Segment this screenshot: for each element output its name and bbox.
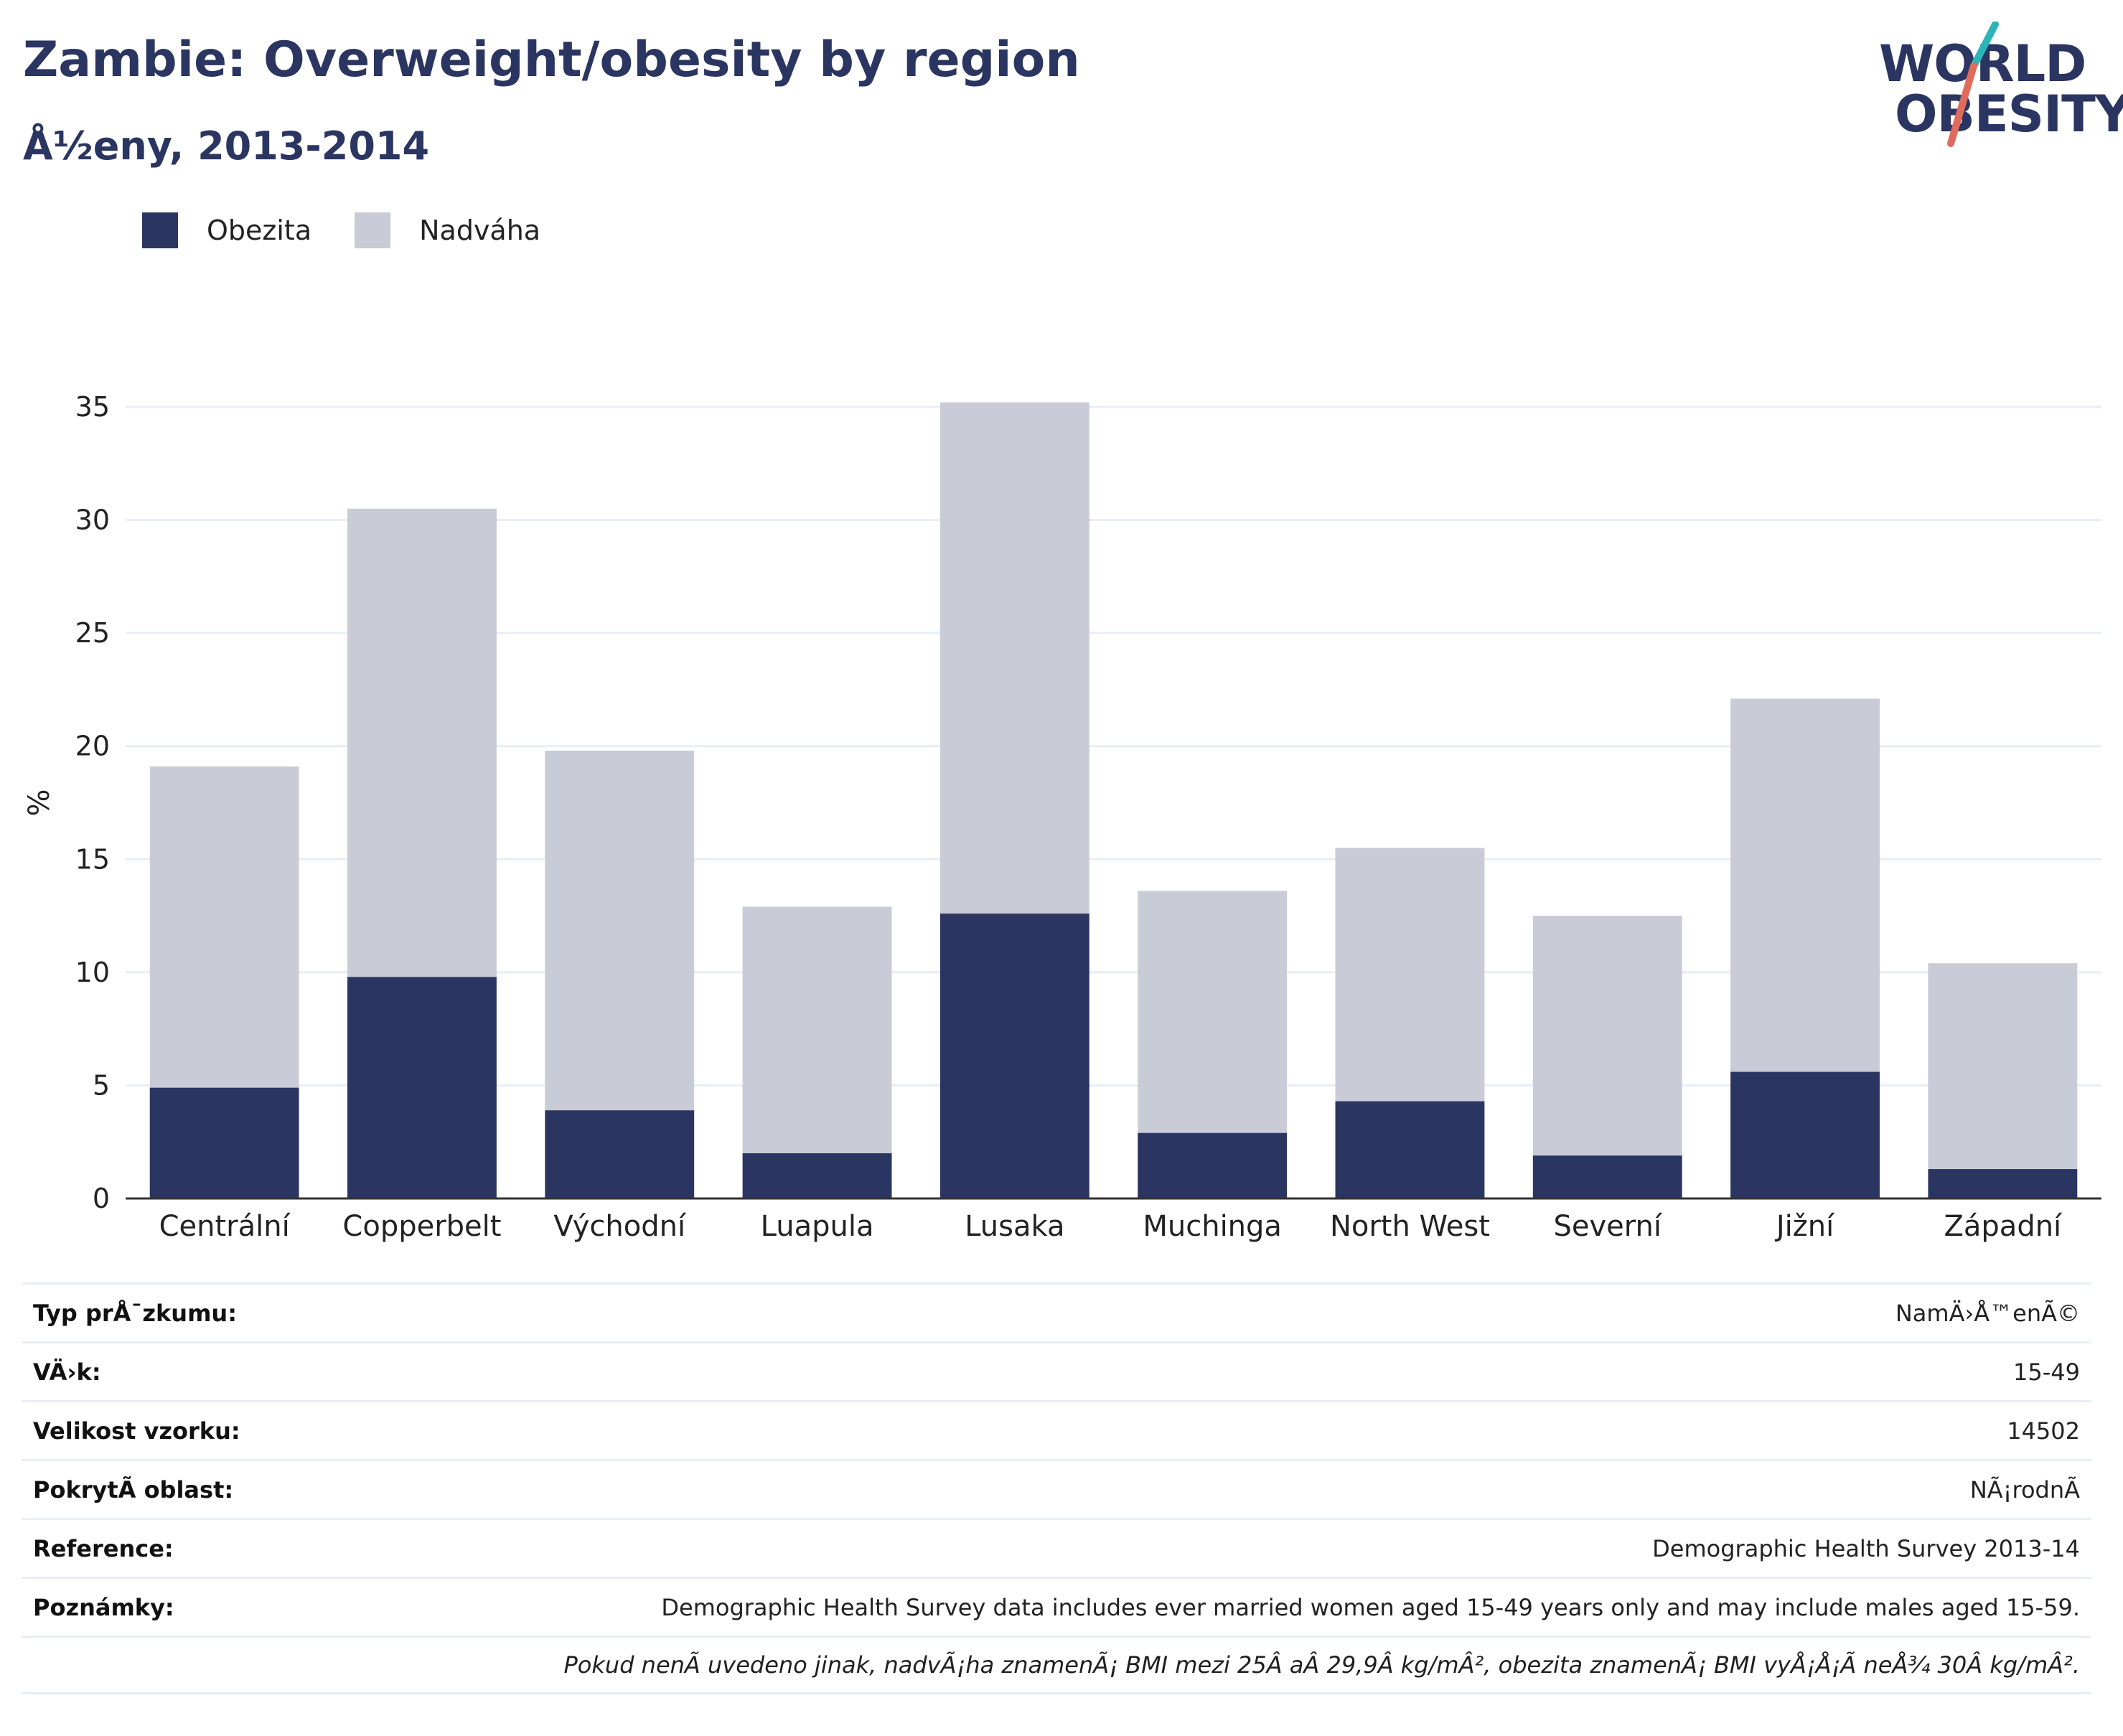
page-title: Zambie: Overweight/obesity by region bbox=[23, 32, 1080, 88]
x-tick-label: North West bbox=[1330, 1210, 1490, 1243]
bar-overweight bbox=[1138, 891, 1288, 1133]
metadata-value: Demographic Health Survey data includes … bbox=[661, 1593, 2080, 1621]
y-axis-label: % bbox=[23, 789, 56, 816]
bar-overweight bbox=[939, 402, 1089, 914]
metadata-row: VÄ›k: 15-49 bbox=[22, 1341, 2091, 1400]
logo-slash-icon bbox=[1947, 22, 1999, 147]
legend-label-overweight: Nadváha bbox=[419, 215, 541, 246]
x-tick-label: Centrální bbox=[159, 1210, 291, 1243]
bar-overweight bbox=[742, 906, 892, 1153]
page-subtitle: Å½eny, 2013-2014 bbox=[23, 123, 430, 169]
metadata-key: Typ prÅ¯zkumu: bbox=[33, 1299, 237, 1327]
legend-swatch-overweight bbox=[355, 212, 391, 248]
chart-legend: Obezita Nadváha bbox=[142, 212, 584, 248]
metadata-key: PokrytÃ­ oblast: bbox=[33, 1475, 234, 1503]
y-tick-label: 30 bbox=[75, 505, 110, 536]
legend-swatch-obesity bbox=[142, 212, 178, 248]
legend-label-obesity: Obezita bbox=[207, 215, 312, 246]
metadata-row: Reference: Demographic Health Survey 2013… bbox=[22, 1518, 2091, 1577]
logo-word-2: OBESITY bbox=[1895, 85, 2123, 144]
metadata-row: Poznámky: Demographic Health Survey data … bbox=[22, 1577, 2091, 1636]
bar-overweight bbox=[1532, 916, 1682, 1156]
metadata-key: Poznámky: bbox=[33, 1593, 174, 1621]
x-tick-label: Jižní bbox=[1774, 1210, 1835, 1243]
bar-overweight bbox=[1730, 698, 1880, 1072]
bar-obesity bbox=[1928, 1169, 2078, 1198]
metadata-value: 15-49 bbox=[2013, 1358, 2080, 1386]
x-tick-label: Západní bbox=[1944, 1210, 2063, 1243]
metadata-row: Velikost vzorku: 14502 bbox=[22, 1400, 2091, 1459]
bar-overweight bbox=[347, 508, 497, 977]
y-tick-label: 35 bbox=[75, 391, 110, 423]
y-tick-label: 20 bbox=[75, 731, 110, 762]
bar-obesity bbox=[1138, 1132, 1288, 1198]
x-tick-label: Luapula bbox=[761, 1210, 874, 1243]
y-tick-label: 0 bbox=[93, 1183, 110, 1214]
bar-obesity bbox=[1730, 1071, 1880, 1198]
metadata-value: NÃ¡rodnÃ bbox=[1969, 1475, 2080, 1503]
metadata-key: Velikost vzorku: bbox=[33, 1417, 240, 1445]
bar-chart: 0 5 10 15 20 25 30 35% Centrální Copperbelt Východ… bbox=[23, 391, 2101, 1243]
world-obesity-logo: WORLD OBESITY bbox=[1873, 22, 2123, 151]
x-tick-label: Muchinga bbox=[1143, 1210, 1282, 1243]
metadata-key: VÄ›k: bbox=[33, 1358, 101, 1386]
metadata-key: Reference: bbox=[33, 1534, 174, 1562]
footnote: Pokud nenÃ uvedeno jinak, nadvÃ¡ha zname… bbox=[563, 1651, 2081, 1679]
bar-overweight bbox=[545, 751, 695, 1111]
x-tick-label: Lusaka bbox=[965, 1210, 1064, 1243]
metadata-value: Demographic Health Survey 2013-14 bbox=[1652, 1534, 2080, 1562]
bar-obesity bbox=[347, 977, 497, 1198]
bar-overweight bbox=[149, 766, 299, 1088]
x-tick-label: Východní bbox=[553, 1210, 687, 1243]
footnote-row: Pokud nenÃ uvedeno jinak, nadvÃ¡ha zname… bbox=[22, 1636, 2091, 1694]
metadata-row: Typ prÅ¯zkumu: NamÄ›Å™enÃ© bbox=[22, 1282, 2091, 1341]
metadata-table: Typ prÅ¯zkumu: NamÄ›Å™enÃ© VÄ›k: 15-49 Velik… bbox=[22, 1282, 2091, 1694]
bar-obesity bbox=[1335, 1101, 1485, 1198]
bar-obesity bbox=[742, 1153, 892, 1198]
bar-overweight bbox=[1335, 848, 1485, 1102]
bar-obesity bbox=[939, 913, 1089, 1198]
bar-obesity bbox=[545, 1110, 695, 1198]
metadata-value: NamÄ›Å™enÃ© bbox=[1895, 1299, 2080, 1327]
y-tick-label: 10 bbox=[75, 957, 110, 988]
bar-obesity bbox=[1532, 1155, 1682, 1198]
bar-overweight bbox=[1928, 963, 2078, 1170]
metadata-value: 14502 bbox=[2007, 1417, 2080, 1445]
x-tick-label: Severní bbox=[1554, 1210, 1663, 1243]
y-tick-label: 25 bbox=[75, 617, 110, 649]
y-tick-label: 15 bbox=[75, 843, 110, 875]
bar-obesity bbox=[149, 1087, 299, 1198]
y-tick-label: 5 bbox=[93, 1069, 110, 1101]
x-tick-label: Copperbelt bbox=[342, 1210, 501, 1243]
metadata-row: PokrytÃ­ oblast: NÃ¡rodnÃ bbox=[22, 1459, 2091, 1518]
